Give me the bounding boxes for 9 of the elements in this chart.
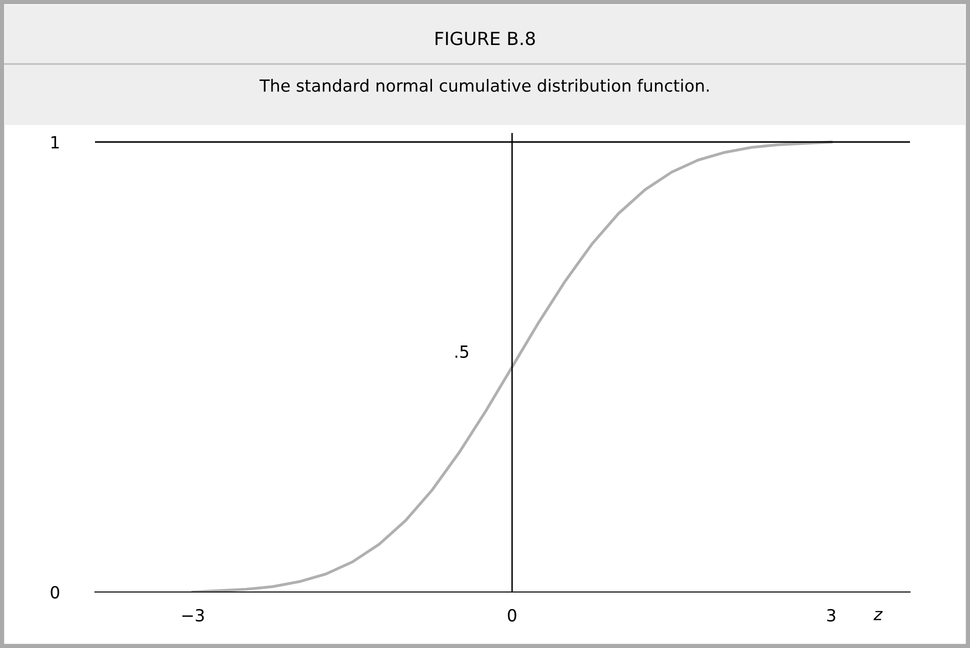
- x-tick-label: −3: [182, 608, 204, 622]
- chart-subtitle: The standard normal cumulative distribution function.: [260, 78, 709, 92]
- x-tick-label: 3: [827, 608, 836, 622]
- x-axis-title: z: [874, 610, 883, 620]
- annotation: .5: [456, 346, 468, 358]
- x-tick-label: 0: [508, 608, 516, 622]
- y-tick-label: 1: [52, 136, 59, 148]
- chart-title: FIGURE B.8: [436, 32, 535, 46]
- line-series: [191, 140, 833, 592]
